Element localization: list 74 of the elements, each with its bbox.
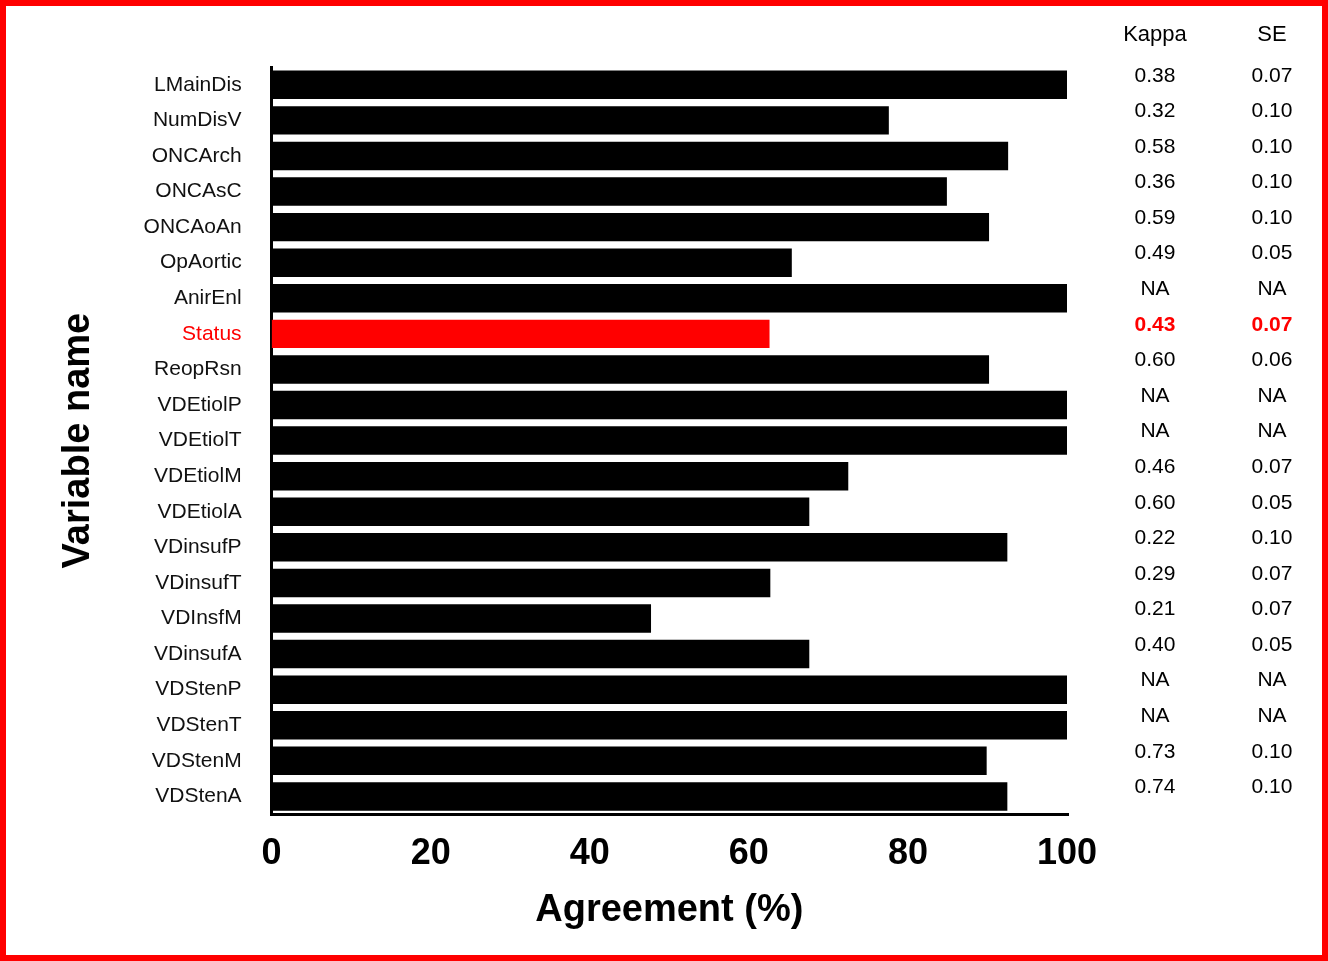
x-tick-label: 100 (1036, 830, 1098, 872)
text: NA (1257, 667, 1287, 691)
text: 0.22 (1134, 525, 1176, 549)
text: 0.60 (1134, 489, 1176, 513)
y-tick-label: VDEtiolA (157, 498, 242, 522)
text: 0.29 (1134, 560, 1176, 584)
text: 0.38 (1134, 62, 1176, 86)
y-tick-label: ReopRsn (154, 356, 242, 380)
text: 0.60 (1134, 347, 1176, 371)
x-tick-label: 60 (728, 830, 769, 872)
y-tick-label: VDEtiolM (154, 462, 242, 486)
y-tick-label: AnirEnl (173, 285, 242, 309)
text: NA (1140, 418, 1170, 442)
y-tick-label: VDEtiolP (157, 391, 242, 415)
text: 0.74 (1134, 774, 1176, 798)
text: 0.10 (1251, 774, 1293, 798)
text: 0.10 (1251, 98, 1293, 122)
text: 0.10 (1251, 169, 1293, 193)
y-tick-label: VDEtiolT (158, 427, 242, 451)
x-tick-label: 0 (261, 830, 282, 872)
text: 0.06 (1251, 347, 1293, 371)
text: 0.07 (1251, 453, 1293, 477)
text: 0.36 (1134, 169, 1176, 193)
text: 0.21 (1134, 596, 1176, 620)
text: NA (1257, 418, 1287, 442)
y-tick-label: ONCArch (151, 142, 242, 166)
text: NA (1140, 667, 1170, 691)
bar (271, 319, 770, 349)
text: 0.07 (1251, 596, 1293, 620)
y-axis-title: Variable name (55, 312, 98, 569)
text: 0.07 (1251, 560, 1293, 584)
text: 0.32 (1134, 98, 1176, 122)
text: 0.46 (1134, 453, 1176, 477)
y-tick-label: OpAortic (159, 249, 242, 273)
text: 0.73 (1134, 738, 1176, 762)
y-tick-label: VDStenA (155, 783, 242, 807)
y-tick-label: VDinsufA (154, 640, 242, 664)
y-tick-label: VDInsfM (161, 605, 242, 629)
x-tick-label: 80 (887, 830, 928, 872)
y-tick-label: LMainDis (154, 71, 242, 95)
y-tick-label: ONCAoAn (143, 213, 242, 237)
text: 0.43 (1134, 311, 1176, 335)
y-tick-label: Status (182, 320, 242, 344)
text: 0.10 (1251, 738, 1293, 762)
text: 0.10 (1251, 204, 1293, 228)
y-tick-label: VDinsufP (154, 534, 242, 558)
y-tick-label: VDStenT (156, 712, 242, 736)
x-axis-title: Agreement (%) (535, 886, 804, 929)
text: 0.05 (1251, 489, 1293, 513)
text: 0.59 (1134, 204, 1176, 228)
text: 0.07 (1251, 62, 1293, 86)
text: 0.07 (1251, 311, 1293, 335)
y-tick-label: VDStenM (151, 747, 242, 771)
text: NA (1257, 703, 1287, 727)
x-tick-label: 40 (569, 830, 610, 872)
text: 0.05 (1251, 240, 1293, 264)
y-tick-label: ONCAsC (155, 178, 242, 202)
text: 0.10 (1251, 133, 1293, 157)
text: 0.05 (1251, 631, 1293, 655)
text: NA (1257, 382, 1287, 406)
text: 0.10 (1251, 525, 1293, 549)
text: 0.58 (1134, 133, 1176, 157)
y-tick-label: VDStenP (155, 676, 242, 700)
text: NA (1257, 276, 1287, 300)
text: NA (1140, 382, 1170, 406)
text: 0.40 (1134, 631, 1176, 655)
text: 0.49 (1134, 240, 1176, 264)
y-tick-label: VDinsufT (155, 569, 242, 593)
y-tick-label: NumDisV (152, 107, 242, 131)
text: NA (1140, 276, 1170, 300)
text: SE (1257, 21, 1287, 47)
x-tick-label: 20 (410, 830, 451, 872)
text: Kappa (1123, 21, 1188, 47)
text: NA (1140, 703, 1170, 727)
